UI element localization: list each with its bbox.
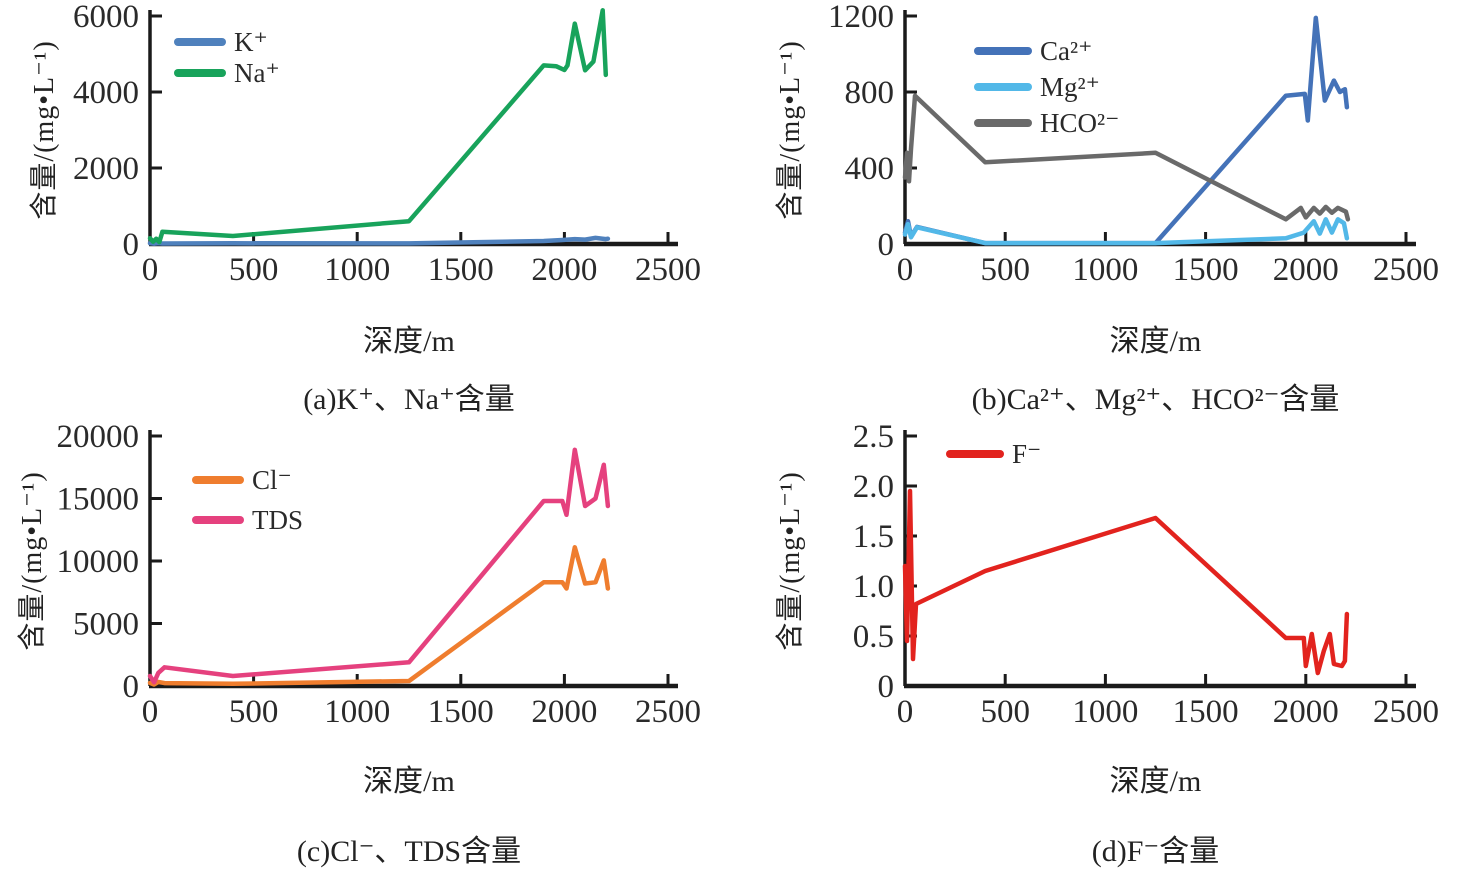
chart-panel-d: 含量/(mg•L⁻¹) 0 500 1000 1500 2000 2500 0 0.5 1.0 1… (738, 420, 1476, 891)
series-line-Cl⁻ (147, 545, 611, 687)
legend-label-Cl⁻: Cl⁻ (252, 465, 292, 495)
y-axis-label: 含量/(mg•L⁻¹) (775, 40, 806, 220)
chart-b-plot: 0 500 1000 1500 2000 2500 0 400 800 1200 Ca²⁺ Mg²⁺ H… (828, 4, 1439, 288)
y-tick-label: 800 (845, 75, 895, 111)
x-axis-label: 深度/m (1109, 325, 1202, 358)
x-tick-label: 1000 (324, 694, 390, 730)
x-tick-label: 1500 (1173, 694, 1239, 730)
y-tick-label: 1.5 (853, 519, 894, 555)
plot-area-c: 含量/(mg•L⁻¹) 0 500 1000 1500 2000 2500 0 5000 100… (0, 424, 738, 754)
x-axis-label: 深度/m (363, 765, 455, 798)
plot-area-a: 含量/(mg•L⁻¹) 0 500 1000 1500 2000 2500 0 2000 400… (0, 4, 738, 314)
series-line-K⁺ (147, 235, 611, 246)
x-tick-label: 2000 (1273, 694, 1339, 730)
chart-caption-a: (a)K⁺、Na⁺含量 (303, 383, 515, 416)
y-tick-label: 5000 (73, 607, 139, 643)
x-tick-label: 1000 (324, 252, 390, 288)
series-line-TDS (147, 447, 611, 685)
x-tick-label: 0 (897, 252, 914, 288)
y-tick-label: 2.5 (853, 424, 894, 455)
legend-label-Ca²⁺: Ca²⁺ (1040, 36, 1092, 66)
y-tick-label: 20000 (57, 424, 140, 455)
chart-c-plot: 0 500 1000 1500 2000 2500 0 5000 10000 15000 20000… (57, 424, 702, 730)
x-axis-label: 深度/m (363, 325, 455, 358)
x-tick-label: 2000 (531, 252, 597, 288)
x-tick-label: 1500 (428, 252, 494, 288)
series-line-Ca²⁺ (902, 15, 1350, 246)
chart-panel-a: 含量/(mg•L⁻¹) 0 500 1000 1500 2000 2500 0 2000 400… (0, 0, 738, 420)
chart-caption-c: (c)Cl⁻、TDS含量 (296, 835, 522, 868)
y-tick-label: 0.5 (853, 619, 894, 655)
x-tick-label: 500 (980, 252, 1029, 288)
y-tick-label: 0 (878, 227, 895, 263)
x-tick-label: 0 (142, 694, 159, 730)
y-tick-label: 2.0 (853, 469, 894, 505)
y-axis-label: 含量/(mg•L⁻¹) (775, 471, 806, 651)
y-axis-label: 含量/(mg•L⁻¹) (29, 40, 60, 220)
series-line-F⁻ (902, 488, 1350, 676)
x-tick-label: 2000 (1273, 252, 1339, 288)
y-tick-label: 4000 (73, 75, 139, 111)
y-tick-label: 1200 (828, 4, 894, 35)
x-tick-label: 500 (980, 694, 1029, 730)
y-tick-label: 0 (878, 669, 895, 705)
series-line-Mg²⁺ (902, 217, 1350, 246)
legend-label-K⁺: K⁺ (234, 27, 268, 57)
y-tick-label: 15000 (57, 482, 140, 518)
legend-label-Mg²⁺: Mg²⁺ (1040, 72, 1100, 102)
chart-caption-d: (d)F⁻含量 (1091, 835, 1220, 868)
plot-area-b: 含量/(mg•L⁻¹) 0 500 1000 1500 2000 2500 0 400 800 1… (738, 4, 1476, 314)
legend-label-TDS: TDS (252, 505, 303, 535)
x-tick-label: 2000 (531, 694, 597, 730)
legend-label-HCO²⁻: HCO²⁻ (1040, 108, 1119, 138)
series-line-Na⁺ (147, 8, 609, 245)
y-tick-label: 0 (123, 227, 140, 263)
x-tick-label: 2500 (1373, 252, 1439, 288)
y-tick-label: 10000 (57, 544, 140, 580)
chart-panel-c: 含量/(mg•L⁻¹) 0 500 1000 1500 2000 2500 0 5000 100… (0, 420, 738, 891)
y-tick-label: 6000 (73, 4, 139, 35)
plot-area-d: 含量/(mg•L⁻¹) 0 500 1000 1500 2000 2500 0 0.5 1.0 1… (738, 424, 1476, 754)
x-tick-label: 500 (229, 252, 279, 288)
x-tick-label: 0 (142, 252, 159, 288)
series-line-HCO²⁻ (902, 93, 1351, 222)
x-tick-label: 500 (229, 694, 279, 730)
y-tick-label: 2000 (73, 151, 139, 187)
x-axis-label: 深度/m (1109, 765, 1202, 798)
x-tick-label: 2500 (1373, 694, 1439, 730)
x-tick-label: 1000 (1072, 252, 1138, 288)
y-tick-label: 400 (845, 151, 895, 187)
chart-d-plot: 0 500 1000 1500 2000 2500 0 0.5 1.0 1.5 2.0 2.5 F⁻ (853, 424, 1439, 730)
y-tick-label: 0 (123, 669, 140, 705)
x-tick-label: 0 (897, 694, 914, 730)
y-tick-label: 1.0 (853, 569, 894, 605)
legend-label-Na⁺: Na⁺ (234, 58, 280, 88)
chart-a-plot: 0 500 1000 1500 2000 2500 0 2000 4000 6000 K⁺Na⁺ (73, 4, 701, 288)
x-tick-label: 1000 (1072, 694, 1138, 730)
chart-caption-b: (b)Ca²⁺、Mg²⁺、HCO²⁻含量 (971, 383, 1340, 416)
x-tick-label: 1500 (428, 694, 494, 730)
x-tick-label: 2500 (635, 694, 701, 730)
legend-label-F⁻: F⁻ (1012, 439, 1041, 469)
x-tick-label: 1500 (1173, 252, 1239, 288)
y-axis-label: 含量/(mg•L⁻¹) (17, 471, 48, 651)
x-tick-label: 2500 (635, 252, 701, 288)
chart-panel-b: 含量/(mg•L⁻¹) 0 500 1000 1500 2000 2500 0 400 800 1… (738, 0, 1476, 420)
